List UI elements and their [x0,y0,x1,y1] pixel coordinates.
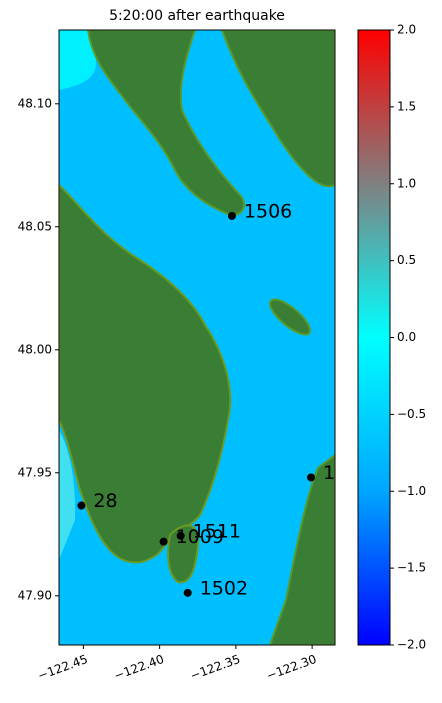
y-tick-label: 47.90 [18,588,52,602]
colorbar-tick-label: 2.0 [397,23,416,37]
gauge-marker [176,531,185,540]
y-tick-label: 47.95 [18,465,52,479]
x-tick-label: −122.35 [188,652,242,683]
gauge-marker [183,588,192,597]
colorbar-tick-label: 1.0 [397,176,416,190]
gauge-marker [77,501,86,510]
colorbar-tick-label: 0.5 [397,253,416,267]
gauge-label: 1506 [244,200,292,222]
y-tick-label: 48.10 [18,96,52,110]
gauge-label: 1511 [193,520,241,542]
y-tick-label: 48.05 [18,219,52,233]
x-tick-label: −122.45 [36,652,90,683]
map-background [59,30,335,645]
gauge-marker [307,473,316,482]
colorbar-tick-label: −1.0 [397,484,426,498]
gauge-label: 1502 [200,577,248,599]
colorbar-tick-label: 1.5 [397,99,416,113]
gauge-label: 101 [323,462,359,484]
gauge-label: 1009 [176,526,224,548]
gauge-marker [227,211,236,220]
colorbar [357,29,391,646]
x-tick-label: −122.40 [112,652,166,683]
axes-frame [58,29,336,646]
y-tick-label: 48.00 [18,342,52,356]
colorbar-tick-label: 0.0 [397,330,416,344]
colorbar-tick-label: −1.5 [397,561,426,575]
gauge-label: 28 [93,490,117,512]
colorbar-tick-label: −2.0 [397,638,426,652]
chart-title: 5:20:00 after earthquake [109,8,285,24]
gauge-marker [159,537,168,546]
x-tick-label: −122.30 [265,652,319,683]
colorbar-tick-label: −0.5 [397,407,426,421]
